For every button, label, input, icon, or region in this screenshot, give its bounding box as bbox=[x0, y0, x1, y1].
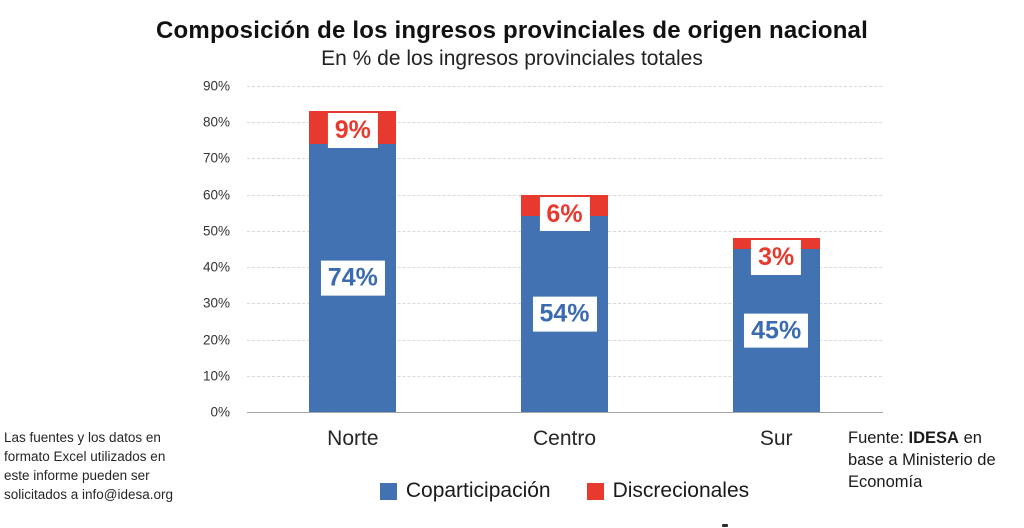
data-label-coparticipacion-sur: 45% bbox=[744, 313, 809, 348]
legend-label-discrecionales: Discrecionales bbox=[612, 479, 750, 502]
legend-swatch-coparticipacion bbox=[379, 482, 397, 500]
source-suffix: en base a Ministerio de Economía bbox=[848, 429, 996, 491]
chart-title: Composición de los ingresos provinciales… bbox=[156, 17, 868, 44]
legend-label-coparticipacion: Coparticipación bbox=[405, 479, 551, 502]
x-axis-label-centro: Centro bbox=[532, 427, 597, 450]
y-axis-tick-50-: 50% bbox=[202, 223, 230, 239]
y-axis-tick-10-: 10% bbox=[202, 368, 230, 384]
y-axis-tick-60-: 60% bbox=[202, 187, 230, 203]
gridline-80 bbox=[247, 122, 882, 124]
x-axis-label-norte: Norte bbox=[327, 427, 379, 450]
y-axis-tick-70-: 70% bbox=[202, 150, 230, 166]
chart-subtitle: En % de los ingresos provinciales totale… bbox=[321, 47, 703, 70]
data-label-coparticipacion-norte: 74% bbox=[320, 260, 385, 296]
y-axis-tick-80-: 80% bbox=[202, 114, 230, 130]
y-axis-tick-20-: 20% bbox=[202, 332, 230, 348]
data-label-discrecionales-centro: 6% bbox=[539, 196, 590, 232]
y-axis-tick-0-: 0% bbox=[210, 404, 230, 420]
legend: Coparticipación Discrecionales bbox=[247, 479, 882, 503]
cropped-text-mark bbox=[722, 524, 728, 527]
source-note: Fuente: IDESA en base a Ministerio de Ec… bbox=[848, 427, 1018, 493]
legend-swatch-discrecionales bbox=[586, 482, 604, 500]
data-label-discrecionales-norte: 9% bbox=[327, 113, 378, 149]
gridline-70 bbox=[247, 158, 882, 160]
data-label-discrecionales-sur: 3% bbox=[751, 240, 802, 275]
x-axis-label-sur: Sur bbox=[759, 427, 793, 450]
gridline-90 bbox=[247, 86, 882, 87]
source-org: IDESA bbox=[908, 429, 959, 447]
x-axis-line bbox=[247, 412, 883, 413]
y-axis-tick-40-: 40% bbox=[202, 259, 230, 275]
legend-item-discrecionales: Discrecionales bbox=[586, 479, 750, 503]
source-prefix: Fuente: bbox=[848, 429, 909, 447]
y-axis-tick-30-: 30% bbox=[202, 295, 230, 311]
footnote-contact-text: Las fuentes y los datos en formato Excel… bbox=[4, 430, 174, 502]
data-label-coparticipacion-centro: 54% bbox=[532, 296, 597, 332]
legend-item-coparticipacion: Coparticipación bbox=[379, 479, 551, 503]
y-axis-tick-90-: 90% bbox=[202, 78, 230, 94]
